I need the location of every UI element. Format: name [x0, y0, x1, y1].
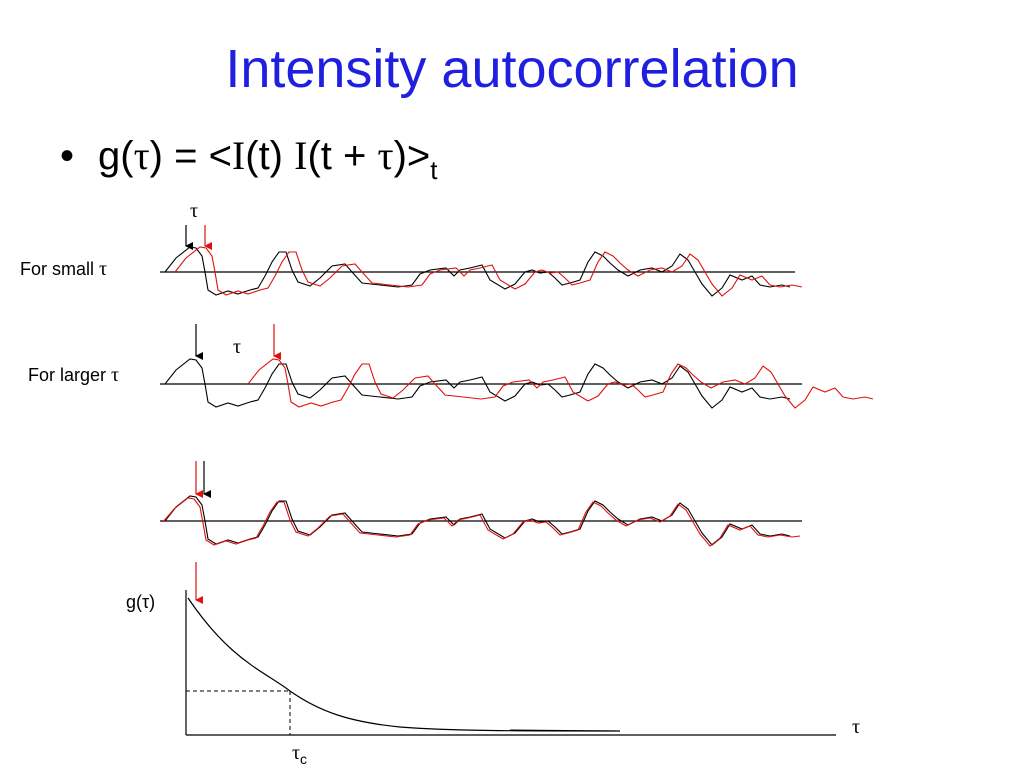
- shifted-signal-trace: [247, 358, 874, 409]
- shifted-signal-trace: [174, 246, 803, 297]
- shift-label-small: τ: [190, 200, 199, 222]
- row-label-larger: For larger τ: [28, 364, 119, 387]
- tail-line: [509, 729, 621, 732]
- plot-marker-label: τc: [292, 742, 307, 767]
- original-signal-trace: [164, 358, 791, 409]
- formula-tau: τ: [133, 133, 150, 178]
- row-label-small: For small τ: [20, 258, 107, 281]
- g-tau-plot: [185, 562, 836, 736]
- shift-label-larger: τ: [233, 336, 242, 358]
- tau-symbol: τ: [99, 258, 108, 280]
- tau-symbol: τ: [292, 742, 301, 764]
- row-zero-shift: [160, 461, 802, 547]
- shifted-signal-trace: [162, 497, 801, 547]
- row-label-text: For small: [20, 259, 100, 279]
- marker-subscript: c: [300, 751, 308, 767]
- bullet-formula: • g(τ) = <I(t) I(t + τ)>t: [60, 132, 437, 186]
- formula-part: (t +: [307, 134, 378, 178]
- slide-title: Intensity autocorrelation: [225, 39, 799, 99]
- row-label-text: For larger: [28, 365, 112, 385]
- formula-subscript: t: [430, 155, 438, 185]
- plot-xlabel: τ: [852, 716, 861, 738]
- formula-part: (t): [245, 134, 295, 178]
- formula-tau: τ: [377, 133, 394, 178]
- formula-g: g(: [98, 134, 134, 178]
- row-small-tau: [160, 225, 803, 297]
- original-signal-trace: [164, 495, 791, 546]
- tau-symbol: τ: [111, 364, 120, 386]
- row-larger-tau: [160, 324, 874, 409]
- bullet-dot: •: [60, 134, 75, 178]
- formula-part: )>: [393, 134, 431, 178]
- formula-part: ) = <: [149, 134, 232, 178]
- formula-intensity: I: [294, 133, 308, 178]
- decay-curve: [187, 597, 621, 732]
- formula-intensity: I: [231, 133, 246, 178]
- plot-ylabel: g(τ): [126, 592, 156, 612]
